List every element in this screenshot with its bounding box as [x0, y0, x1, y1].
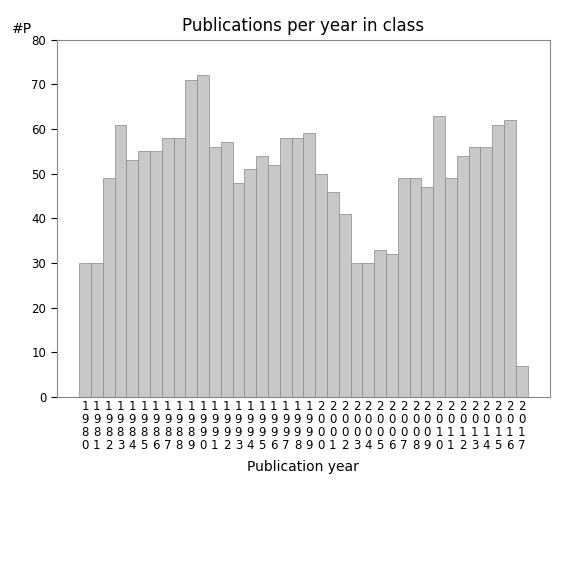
Bar — [516, 366, 527, 397]
Bar — [115, 125, 126, 397]
Bar — [409, 178, 421, 397]
Bar — [457, 156, 468, 397]
Bar — [150, 151, 162, 397]
Bar — [492, 125, 504, 397]
Bar — [221, 142, 232, 397]
Bar — [468, 147, 480, 397]
Title: Publications per year in class: Publications per year in class — [182, 18, 425, 35]
Bar — [362, 263, 374, 397]
Bar — [315, 174, 327, 397]
Bar — [386, 254, 398, 397]
Bar — [350, 263, 362, 397]
Bar — [433, 116, 445, 397]
Bar — [480, 147, 492, 397]
Bar — [398, 178, 409, 397]
Bar — [79, 263, 91, 397]
Bar — [268, 164, 280, 397]
Bar — [138, 151, 150, 397]
Bar — [303, 133, 315, 397]
Bar — [103, 178, 115, 397]
Bar — [244, 169, 256, 397]
Bar — [374, 249, 386, 397]
Y-axis label: #P: #P — [12, 22, 32, 36]
Bar — [327, 192, 338, 397]
Bar — [421, 187, 433, 397]
Bar — [91, 263, 103, 397]
X-axis label: Publication year: Publication year — [247, 460, 359, 474]
Bar — [280, 138, 291, 397]
Bar — [256, 156, 268, 397]
Bar — [126, 160, 138, 397]
Bar — [209, 147, 221, 397]
Bar — [445, 178, 457, 397]
Bar — [174, 138, 185, 397]
Bar — [504, 120, 516, 397]
Bar — [162, 138, 174, 397]
Bar — [185, 80, 197, 397]
Bar — [338, 214, 350, 397]
Bar — [232, 183, 244, 397]
Bar — [291, 138, 303, 397]
Bar — [197, 75, 209, 397]
